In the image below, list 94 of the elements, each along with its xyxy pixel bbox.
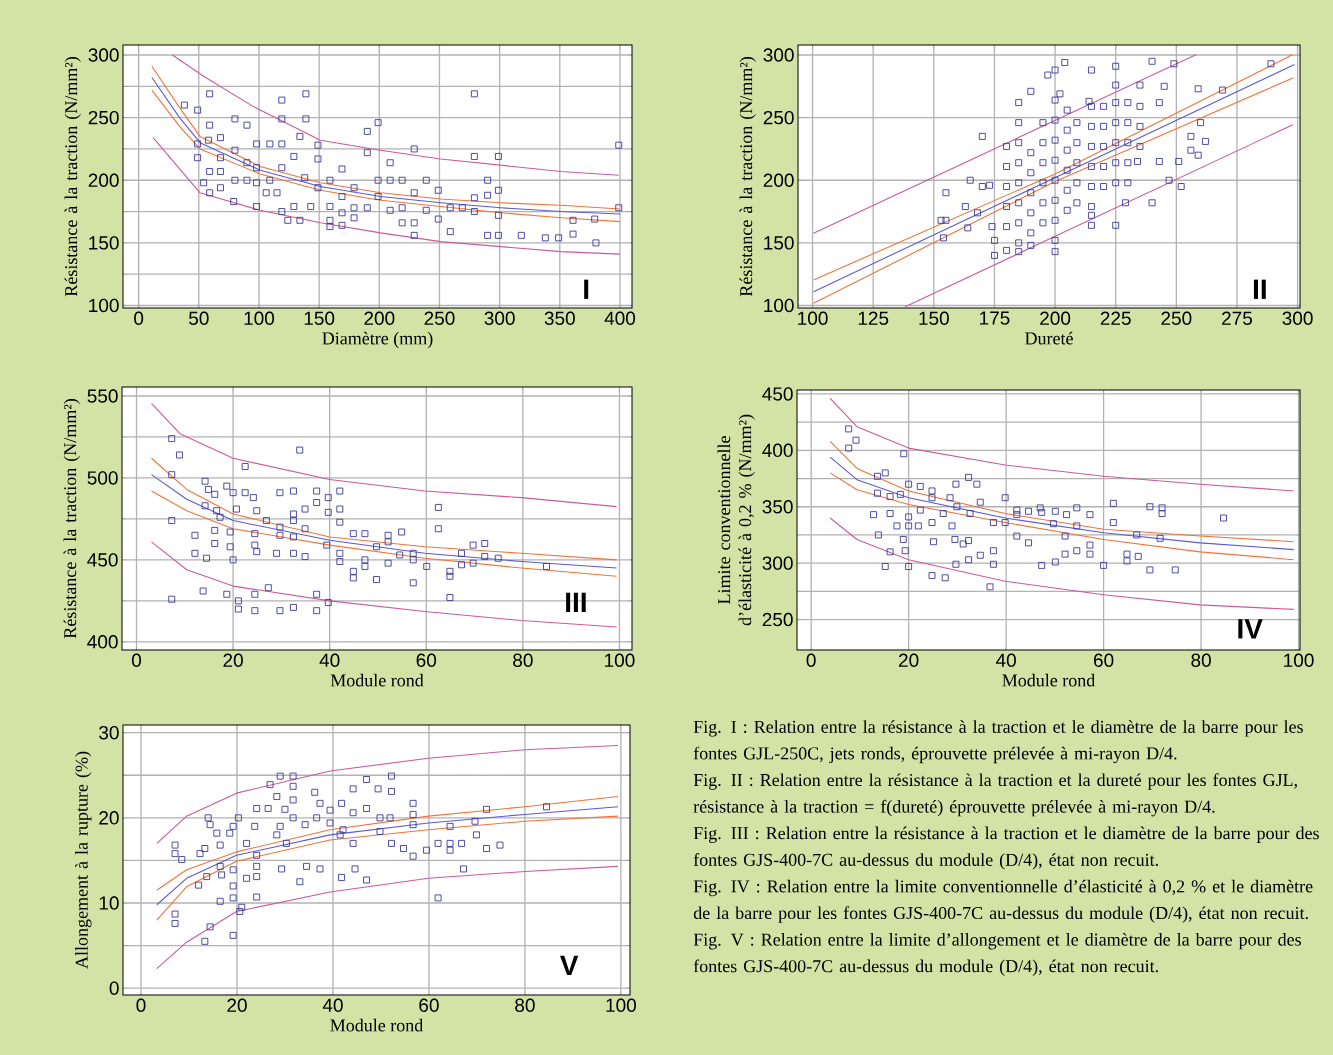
- x-tick-label: 100: [605, 653, 635, 667]
- x-tick-label: 250: [424, 311, 455, 325]
- y-axis-title: Résistance à la traction (N/mm²): [63, 399, 80, 639]
- x-tick-label: 80: [515, 998, 535, 1012]
- y-axis-title: Limite conventionnelle d’élasticité à 0,2 % (N/mm²): [717, 414, 755, 626]
- x-tick-label: 80: [513, 653, 533, 667]
- x-axis-title: Dureté: [1025, 331, 1073, 345]
- y-tick-label: 100: [89, 298, 119, 313]
- x-tick-label: 100: [244, 311, 275, 325]
- y-tick-label: 550: [87, 389, 118, 403]
- y-tick-label: 0: [109, 981, 119, 995]
- y-tick-label: 100: [764, 298, 794, 313]
- x-tick-label: 40: [319, 653, 340, 667]
- y-tick-label: 20: [99, 811, 119, 825]
- y-tick-label: 250: [763, 110, 794, 125]
- line-series: [152, 137, 621, 255]
- annotation: V: [560, 955, 579, 975]
- line-series: [829, 440, 1295, 543]
- line-series: [829, 472, 1295, 561]
- x-tick-label: 350: [544, 311, 575, 325]
- y-tick-label: 200: [88, 173, 119, 187]
- y-tick-label: 400: [87, 635, 118, 649]
- y-axis-title: Allongement à la rupture (%): [75, 751, 92, 969]
- text: Fig. III : Relation entre la résistance à la traction et le diamètre de la barre pour des fontes GJS-400-7C au-dessus du module (D/4), état non recuit.: [693, 826, 1319, 870]
- x-tick-label: 300: [484, 311, 515, 325]
- line-series: [829, 456, 1295, 551]
- line-series: [156, 744, 619, 844]
- x-tick-label: 0: [134, 311, 144, 325]
- x-tick-label: 60: [419, 998, 439, 1012]
- line-series: [156, 815, 619, 921]
- y-tick-label: 300: [88, 48, 119, 62]
- text: Fig. II : Relation entre la résistance à la traction et la dureté pour les fontes GJL, résistance à la traction = f(dureté) éprouvette prélevée à mi-rayon D/4.: [693, 773, 1297, 817]
- x-tick-label: 275: [1222, 311, 1253, 325]
- x-tick-label: 40: [995, 653, 1016, 667]
- y-tick-label: 30: [99, 725, 119, 740]
- y-tick-label: 450: [762, 387, 793, 401]
- line-series: [150, 474, 618, 569]
- x-tick-label: 20: [899, 653, 919, 667]
- x-tick-label: 50: [189, 311, 209, 325]
- x-tick-label: 175: [980, 311, 1010, 325]
- y-tick-label: 300: [763, 48, 794, 62]
- text: Fig. V : Relation entre la limite d’allongement et le diamètre de la barre pour des fontes GJS-400-7C au-dessus du module (D/4), état non recuit.: [693, 933, 1301, 976]
- y-axis-title: Résistance à la traction (N/mm²): [64, 57, 81, 297]
- y-tick-label: 400: [762, 443, 793, 458]
- x-tick-label: 150: [919, 311, 949, 325]
- x-tick-label: 200: [1040, 311, 1071, 325]
- x-tick-label: 150: [304, 311, 335, 325]
- annotation: I: [584, 279, 589, 299]
- x-tick-label: 20: [227, 998, 247, 1012]
- y-tick-label: 250: [88, 110, 119, 125]
- text: Fig. IV : Relation entre la limite conventionnelle d’élasticité à 0,2 % et le diamètre de la barre pour les fontes GJS-400-7C au-dessus du module (D/4), état non recuit.: [693, 879, 1313, 923]
- x-tick-label: 100: [1284, 653, 1314, 667]
- x-tick-label: 200: [364, 311, 395, 325]
- x-tick-label: 60: [416, 653, 437, 667]
- y-tick-label: 500: [87, 471, 118, 485]
- x-axis-title: Module rond: [1002, 673, 1096, 687]
- x-tick-label: 300: [1282, 311, 1313, 325]
- text: Fig. I : Relation entre la résistance à la traction et le diamètre de la barre pour les fontes GJL-250C, jets ronds, éprouvette prélevée à mi-rayon D/4.: [693, 720, 1303, 764]
- y-tick-label: 150: [89, 236, 119, 250]
- x-tick-label: 400: [604, 311, 636, 325]
- x-tick-label: 225: [1100, 311, 1131, 325]
- y-tick-label: 250: [762, 612, 793, 627]
- line-series: [829, 517, 1295, 610]
- annotation: IV: [1238, 619, 1263, 639]
- x-tick-label: 0: [131, 653, 142, 667]
- x-tick-label: 100: [606, 998, 636, 1012]
- x-tick-label: 20: [223, 653, 243, 667]
- annotation: III: [566, 592, 586, 612]
- y-tick-label: 200: [763, 173, 794, 187]
- line-series: [829, 397, 1295, 492]
- y-tick-label: 300: [762, 556, 793, 570]
- y-axis-title: Résistance à la traction (N/mm²): [739, 57, 756, 297]
- x-tick-label: 0: [806, 653, 816, 667]
- x-tick-label: 100: [798, 311, 828, 325]
- x-axis-title: Diamètre (mm): [322, 331, 433, 349]
- x-tick-label: 250: [1161, 311, 1192, 325]
- x-tick-label: 0: [136, 998, 146, 1012]
- line-series: [150, 541, 618, 628]
- x-axis-title: Module rond: [330, 673, 424, 687]
- y-tick-label: 450: [87, 553, 118, 567]
- y-tick-label: 10: [99, 896, 119, 910]
- line-series: [150, 457, 618, 561]
- y-tick-label: 350: [762, 500, 793, 514]
- x-tick-label: 125: [858, 311, 889, 325]
- line-series: [156, 806, 619, 906]
- x-tick-label: 60: [1093, 653, 1114, 667]
- line-series: [156, 796, 619, 891]
- x-tick-label: 40: [322, 998, 343, 1012]
- line-series: [150, 402, 618, 508]
- annotation: II: [1253, 279, 1266, 299]
- line-series: [150, 490, 618, 577]
- y-tick-label: 150: [764, 236, 794, 250]
- x-tick-label: 80: [1191, 653, 1211, 667]
- x-axis-title: Module rond: [330, 1018, 424, 1032]
